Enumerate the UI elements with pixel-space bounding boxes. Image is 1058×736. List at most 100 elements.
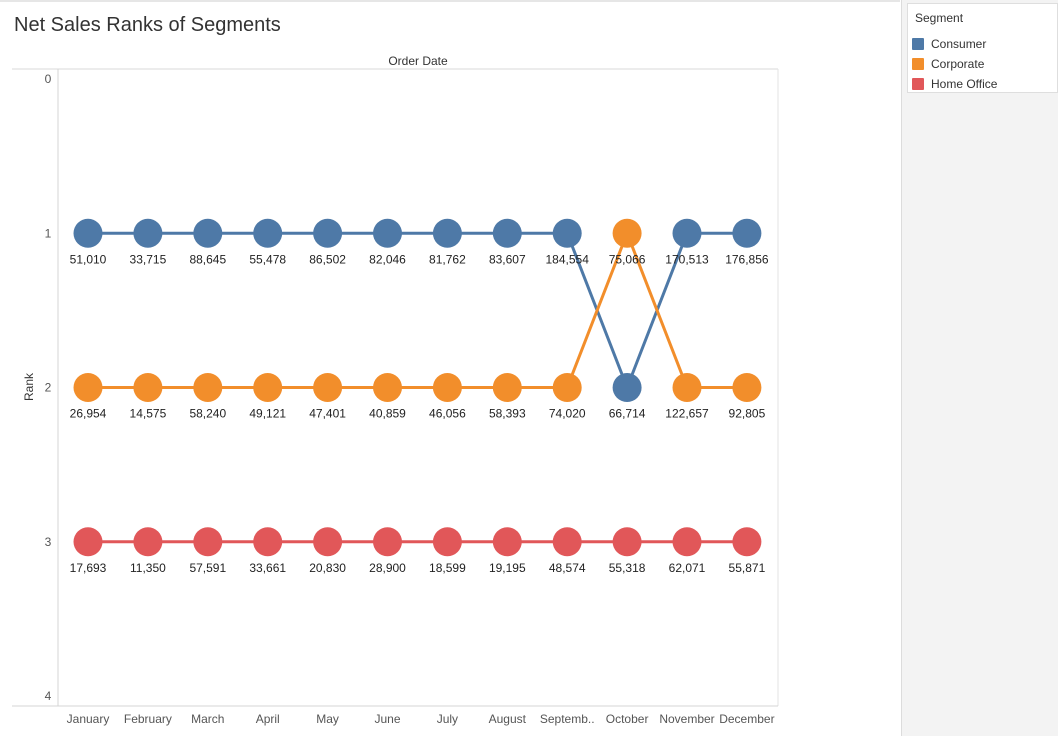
data-point-corporate [73,373,103,402]
data-label-home-office: 28,900 [369,561,406,575]
data-label-consumer: 88,645 [189,252,226,266]
data-label-corporate: 47,401 [309,407,346,421]
data-point-corporate [133,373,163,402]
data-label-home-office: 20,830 [309,561,346,575]
legend-item-consumer[interactable]: Consumer [912,36,1056,52]
data-point-home-office [193,527,223,557]
data-label-corporate: 40,859 [369,407,406,421]
column-header-band [12,50,778,69]
data-label-consumer: 82,046 [369,252,406,266]
data-label-home-office: 19,195 [489,561,526,575]
data-label-consumer: 66,714 [609,407,646,421]
legend-label-corporate: Corporate [931,57,985,71]
data-label-home-office: 55,318 [609,561,646,575]
data-label-corporate: 75,066 [609,252,646,266]
side-panel [901,0,1058,736]
data-label-consumer: 170,513 [665,252,709,266]
data-point-home-office [73,527,103,557]
data-point-consumer [73,218,103,248]
data-label-corporate: 26,954 [70,407,107,421]
y-tick-label: 2 [45,381,52,395]
rank-chart: Order Date 0 1 2 3 4 Rank January February March A… [12,50,779,726]
data-point-home-office [432,527,462,557]
data-label-consumer: 86,502 [309,252,346,266]
legend-swatch-home-office [912,78,924,90]
x-tick-label: March [191,712,224,726]
y-tick-label: 4 [45,689,52,703]
data-label-home-office: 55,871 [729,561,766,575]
data-label-consumer: 81,762 [429,252,466,266]
x-tick-label: January [67,712,110,726]
data-point-corporate [492,373,522,402]
data-label-corporate: 58,240 [189,407,226,421]
data-point-consumer [432,218,462,248]
legend-label-home-office: Home Office [931,77,998,91]
data-point-consumer [492,218,522,248]
data-point-consumer [552,218,582,248]
data-point-consumer [373,218,402,248]
data-point-corporate [612,218,642,248]
legend-swatch-consumer [912,38,924,50]
data-point-corporate [732,373,762,402]
data-label-home-office: 18,599 [429,561,466,575]
data-label-corporate: 46,056 [429,407,466,421]
data-label-home-office: 57,591 [189,561,226,575]
legend-label-consumer: Consumer [931,37,987,51]
data-point-corporate [672,373,702,402]
data-point-consumer [612,373,642,402]
data-point-home-office [133,527,163,557]
data-label-home-office: 11,350 [130,561,166,575]
legend-item-corporate[interactable]: Corporate [912,56,1056,72]
data-point-consumer [133,218,163,248]
data-point-corporate [432,373,462,402]
data-point-home-office [313,527,343,557]
top-border [0,0,900,2]
x-tick-label: April [256,712,280,726]
y-tick-label: 3 [45,535,52,549]
legend-item-home-office[interactable]: Home Office [912,76,1056,92]
data-label-corporate: 14,575 [130,407,167,421]
x-tick-label: December [719,712,774,726]
x-tick-label: August [489,712,527,726]
data-point-consumer [672,218,702,248]
data-point-home-office [373,527,402,557]
x-tick-label: May [316,712,339,726]
data-label-corporate: 74,020 [549,407,586,421]
data-point-corporate [313,373,343,402]
data-point-consumer [732,218,762,248]
y-axis-title: Rank [22,372,36,401]
data-label-corporate: 122,657 [665,407,709,421]
data-point-corporate [552,373,582,402]
data-label-consumer: 33,715 [130,252,167,266]
series-line-consumer [88,231,747,389]
data-label-consumer: 176,856 [725,252,769,266]
data-point-consumer [193,218,223,248]
y-tick-label: 1 [45,226,52,240]
data-label-consumer: 184,554 [546,252,590,266]
x-tick-label: November [659,712,714,726]
x-tick-label: February [124,712,172,726]
data-point-home-office [552,527,582,557]
data-label-corporate: 49,121 [249,407,286,421]
data-point-home-office [612,527,642,557]
data-point-home-office [672,527,702,557]
legend[interactable]: Segment Consumer Corporate Home Office [907,3,1058,93]
data-label-home-office: 17,693 [70,561,107,575]
data-point-corporate [373,373,402,402]
data-label-consumer: 55,478 [249,252,286,266]
y-tick-label: 0 [45,72,52,86]
legend-swatch-corporate [912,58,924,70]
worksheet-area [0,2,900,736]
x-tick-label: October [606,712,649,726]
x-tick-label: Septemb.. [540,712,595,726]
x-tick-label: June [374,712,400,726]
series-line-corporate [88,231,747,389]
data-label-home-office: 48,574 [549,561,586,575]
data-label-home-office: 33,661 [249,561,286,575]
data-label-consumer: 51,010 [70,252,107,266]
data-point-home-office [732,527,762,557]
column-header-label: Order Date [388,54,448,68]
data-point-consumer [313,218,343,248]
data-point-corporate [193,373,223,402]
data-point-corporate [253,373,283,402]
